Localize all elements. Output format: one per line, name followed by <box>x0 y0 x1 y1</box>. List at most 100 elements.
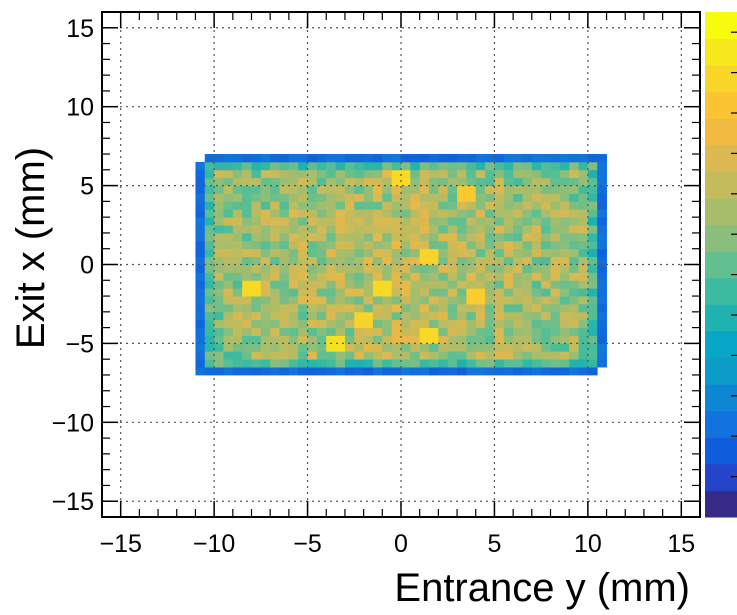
heatmap-cell <box>214 225 224 234</box>
heatmap-cell <box>494 248 505 258</box>
heatmap-cell <box>382 209 393 218</box>
heatmap-cell <box>335 272 346 281</box>
heatmap-cell <box>363 161 374 171</box>
heatmap-cell <box>494 177 505 186</box>
heatmap-cell <box>503 296 514 305</box>
heatmap-cell <box>363 185 374 194</box>
heatmap-cell <box>279 272 290 281</box>
heatmap-cell <box>541 319 551 329</box>
heatmap-cell <box>587 248 598 258</box>
heatmap-cell <box>503 248 514 258</box>
heatmap-cell <box>204 240 215 250</box>
heatmap-cell <box>578 288 589 297</box>
heatmap-cell <box>513 225 523 234</box>
heatmap-cell <box>270 343 280 352</box>
heatmap-cell <box>457 296 467 305</box>
heatmap-cell <box>550 311 561 321</box>
heatmap-cell <box>410 169 421 179</box>
heatmap-cell <box>447 343 458 352</box>
heatmap-cell <box>354 240 365 250</box>
heatmap-cell <box>429 240 439 250</box>
heatmap-cell <box>344 217 355 226</box>
heatmap-cell <box>344 296 355 305</box>
heatmap-cell <box>597 343 607 352</box>
colorbar-segment <box>705 330 737 359</box>
heatmap-cell <box>260 343 271 352</box>
heatmap-cell <box>326 256 336 265</box>
heatmap-cell <box>251 351 262 360</box>
heatmap-cell <box>316 296 327 305</box>
heatmap-cell <box>382 359 393 368</box>
colorbar-segment <box>705 171 737 199</box>
heatmap-cell <box>522 177 533 186</box>
heatmap-cell <box>410 303 421 313</box>
heatmap-cell <box>438 177 449 186</box>
heatmap-cell <box>503 272 514 281</box>
heatmap-cell <box>550 343 561 352</box>
heatmap-cell <box>401 327 411 336</box>
heatmap-cell <box>485 367 495 376</box>
heatmap-cell <box>457 209 467 218</box>
heatmap-cell <box>485 359 495 368</box>
heatmap-cell <box>419 351 430 360</box>
heatmap-cell <box>232 256 243 265</box>
heatmap-cell <box>260 217 271 226</box>
heatmap-cell <box>531 296 542 305</box>
heatmap-cell <box>232 161 243 171</box>
heatmap-cell <box>578 311 589 321</box>
heatmap-cell <box>569 240 579 250</box>
heatmap-cell <box>466 303 477 313</box>
heatmap-cell <box>391 280 402 289</box>
heatmap-cell <box>475 177 486 186</box>
heatmap-cell <box>354 296 365 305</box>
heatmap-cell <box>429 169 439 179</box>
heatmap-cell <box>204 296 215 305</box>
heatmap-cell <box>288 256 299 265</box>
heatmap-cell <box>354 335 365 344</box>
heatmap-cell <box>475 351 486 360</box>
heatmap-cell <box>541 272 551 281</box>
heatmap-cell <box>372 201 383 210</box>
heatmap-cell <box>447 288 458 297</box>
heatmap-cell <box>242 272 252 281</box>
heatmap-cell <box>503 185 514 194</box>
heatmap-cell <box>569 272 579 281</box>
heatmap-cell <box>513 343 523 352</box>
heatmap-cell <box>466 201 477 210</box>
heatmap-cell <box>307 264 318 273</box>
heatmap-cell <box>429 311 439 321</box>
heatmap-cell <box>401 185 411 194</box>
heatmap-cell <box>401 217 411 226</box>
heatmap-cell <box>531 240 542 250</box>
heatmap-cell <box>335 201 346 210</box>
heatmap-cell <box>587 201 598 210</box>
heatmap-cell <box>578 303 589 313</box>
heatmap-cell <box>223 217 234 226</box>
heatmap-cell <box>363 280 374 289</box>
heatmap-cell <box>251 154 262 163</box>
heatmap-cell <box>298 248 308 258</box>
colorbar-segment <box>705 384 737 412</box>
heatmap-cell <box>541 225 551 234</box>
heatmap-cell <box>307 303 318 313</box>
heatmap-cell <box>354 193 365 202</box>
heatmap-cell <box>288 240 299 250</box>
heatmap-cell <box>354 280 365 289</box>
y-tick-label: 10 <box>66 94 94 122</box>
heatmap-cell <box>401 296 411 305</box>
heatmap-cell <box>232 225 243 234</box>
heatmap-cell <box>307 327 318 336</box>
heatmap-cell <box>494 193 505 202</box>
heatmap-cell <box>279 154 290 163</box>
heatmap-cell <box>223 209 234 218</box>
heatmap-cell <box>513 288 523 297</box>
heatmap-cell <box>466 343 477 352</box>
heatmap-cell <box>401 272 411 281</box>
heatmap-cell <box>475 311 486 321</box>
heatmap-cell <box>419 272 430 281</box>
heatmap-cell <box>513 359 523 368</box>
heatmap-cell <box>559 367 570 376</box>
heatmap-cell <box>223 359 234 368</box>
heatmap-cell <box>429 201 439 210</box>
heatmap-cell <box>503 256 514 265</box>
